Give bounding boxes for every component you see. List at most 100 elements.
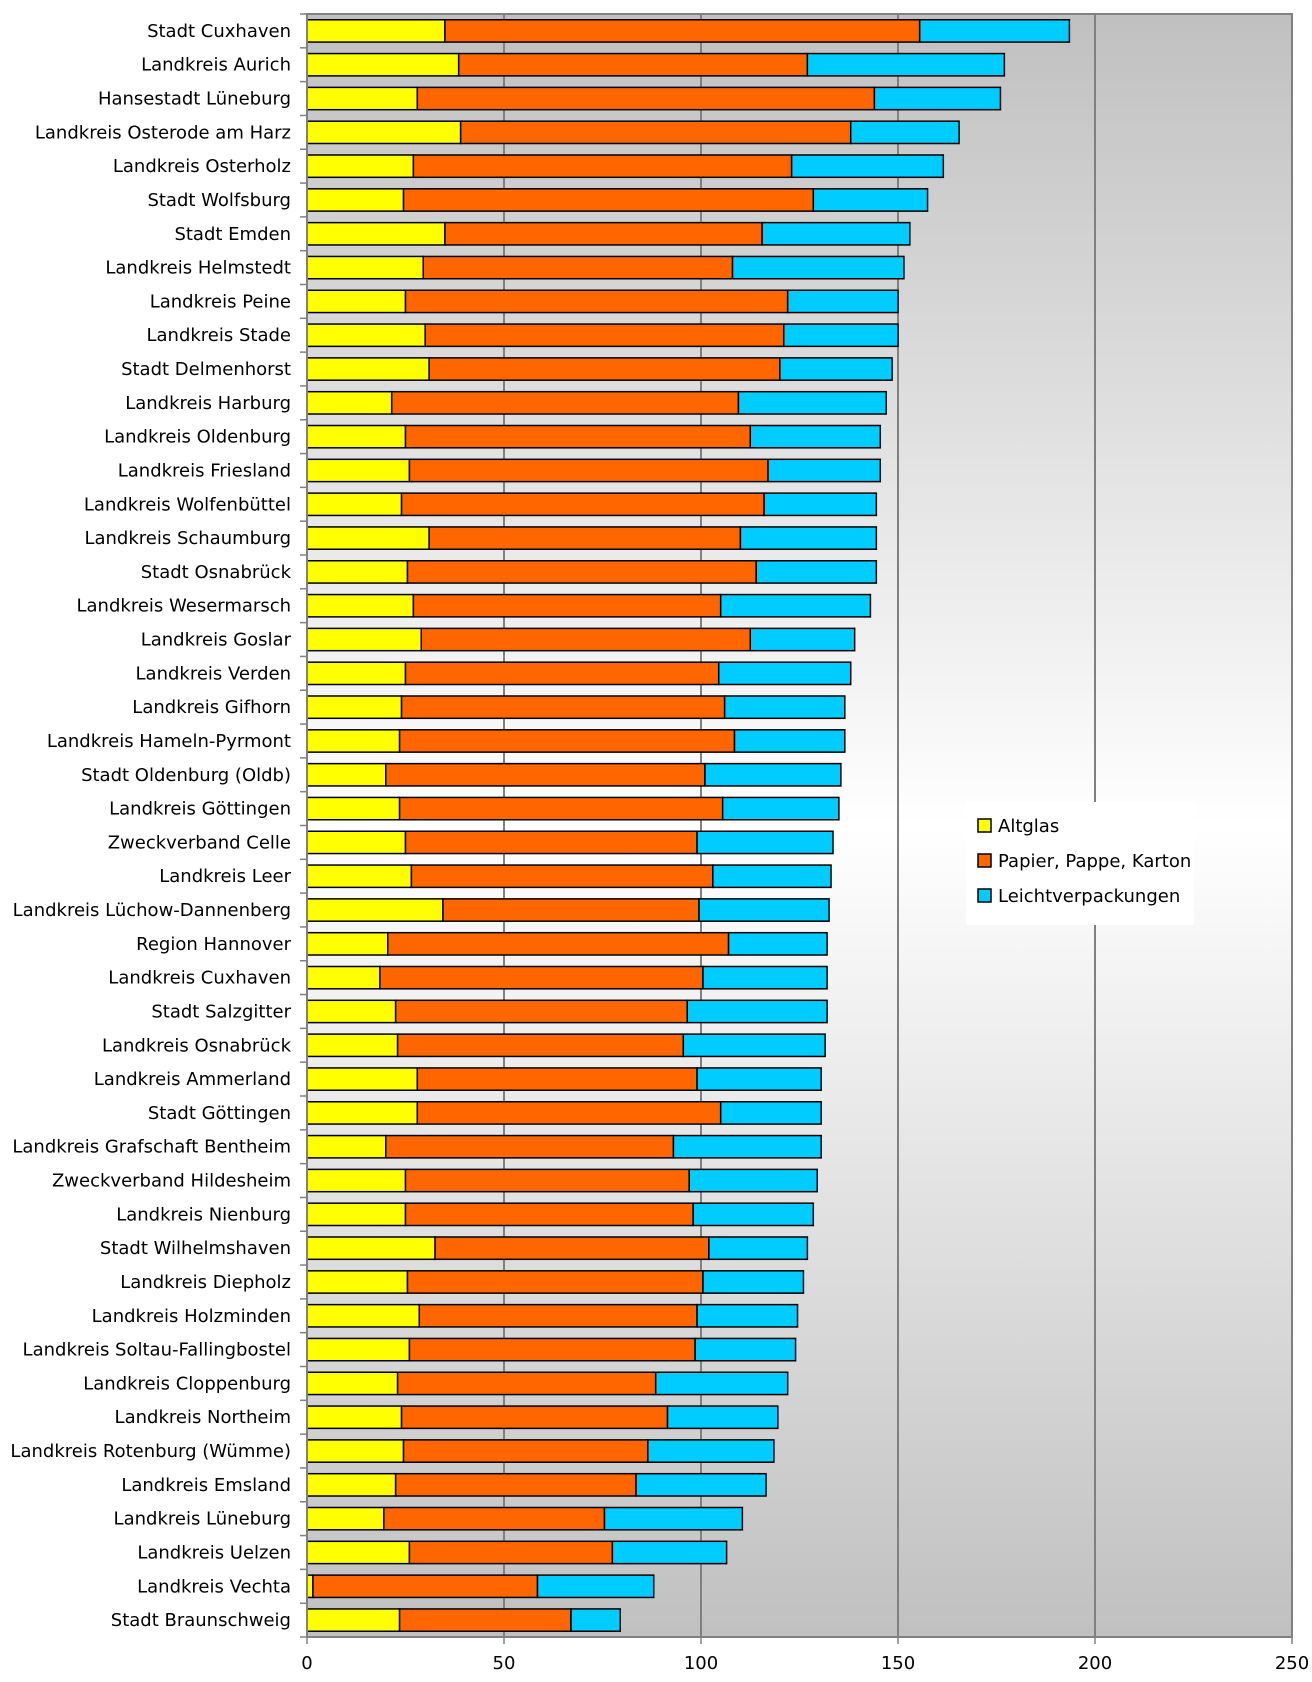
bar-segment <box>702 965 828 990</box>
bar-segment <box>719 1100 822 1125</box>
category-label: Landkreis Peine <box>150 291 291 312</box>
bar-segment <box>444 221 763 246</box>
bar-segment <box>306 52 460 77</box>
bar-segment <box>394 999 688 1024</box>
legend-swatch <box>977 818 992 833</box>
category-label: Landkreis Göttingen <box>109 799 291 820</box>
bar-segment <box>306 1303 421 1328</box>
bar-segment <box>398 1608 572 1633</box>
bar-segment <box>727 931 828 956</box>
bar-segment <box>717 661 852 686</box>
bar-segment <box>398 729 736 753</box>
bar-segment <box>396 1033 685 1058</box>
bar-segment <box>428 526 742 551</box>
category-label: Stadt Osnabrück <box>141 562 292 583</box>
category-label: Zweckverband Hildesheim <box>52 1171 291 1192</box>
bar-segment <box>379 965 704 990</box>
legend-label: Altglas <box>998 816 1059 837</box>
bar-segment <box>410 864 714 889</box>
bar-segment <box>422 255 734 280</box>
bar-segment <box>404 1202 694 1227</box>
bar-segment <box>387 931 730 956</box>
category-label: Landkreis Harburg <box>125 393 291 414</box>
bar-segment <box>812 188 929 212</box>
category-label: Landkreis Osterode am Harz <box>35 122 291 143</box>
bar-segment <box>390 390 740 415</box>
bar-segment <box>702 1270 805 1294</box>
category-label: Stadt Salzgitter <box>151 1001 291 1022</box>
bar-segment <box>459 120 852 145</box>
category-label: Landkreis Holzminden <box>92 1306 291 1327</box>
bar-segment <box>749 424 882 449</box>
category-label: Zweckverband Celle <box>108 832 291 853</box>
bar-segment <box>396 1371 657 1396</box>
category-label: Landkreis Cuxhaven <box>108 968 291 989</box>
category-label: Stadt Cuxhaven <box>147 21 291 42</box>
bar-segment <box>434 1236 710 1261</box>
category-label: Stadt Göttingen <box>148 1103 291 1124</box>
bar-segment <box>696 830 834 855</box>
category-label: Landkreis Northeim <box>115 1407 291 1428</box>
category-label: Landkreis Friesland <box>118 460 291 481</box>
category-label: Landkreis Lüchow-Dannenberg <box>13 900 291 921</box>
bar-segment <box>306 255 424 280</box>
category-label: Stadt Braunschweig <box>111 1610 291 1631</box>
bar-segment <box>408 458 769 483</box>
bar-segment <box>737 390 887 415</box>
bar-segment <box>306 661 407 686</box>
category-label: Landkreis Diepholz <box>120 1272 291 1293</box>
bar-segment <box>385 1134 675 1159</box>
category-label: Landkreis Helmstedt <box>105 258 291 279</box>
bar-segment <box>698 898 830 922</box>
category-label: Stadt Oldenburg (Oldb) <box>81 765 291 786</box>
x-tick-label: 200 <box>1078 1653 1112 1674</box>
category-label: Landkreis Goslar <box>141 630 292 651</box>
bar-segment <box>306 1270 409 1294</box>
bar-segment <box>416 1100 722 1125</box>
category-label: Landkreis Lüneburg <box>114 1509 291 1530</box>
bar-segment <box>739 526 878 551</box>
bar-segment <box>306 898 444 922</box>
category-label: Landkreis Vechta <box>137 1576 291 1597</box>
bar-segment <box>721 796 840 821</box>
bar-segment <box>400 1405 669 1430</box>
bar-segment <box>779 357 893 381</box>
bar-segment <box>408 1337 696 1362</box>
bar-segment <box>806 52 1006 77</box>
bar-segment <box>406 559 757 584</box>
bar-segment <box>306 390 393 415</box>
bar-segment <box>306 1202 407 1227</box>
bar-segment <box>404 424 751 449</box>
bar-segment <box>306 86 419 111</box>
bar-segment <box>306 221 446 246</box>
bar-segment <box>696 1303 799 1328</box>
bar-segment <box>306 492 403 517</box>
bar-segment <box>306 1439 405 1463</box>
bars <box>306 18 1071 1633</box>
bar-segment <box>400 695 726 720</box>
legend-swatch <box>977 853 992 868</box>
bar-segment <box>786 289 899 314</box>
category-label: Landkreis Oldenburg <box>104 427 291 448</box>
bar-segment <box>692 1202 815 1227</box>
bar-segment <box>457 52 809 77</box>
bar-segment <box>306 1100 419 1125</box>
bar-segment <box>424 323 785 348</box>
bar-segment <box>404 830 698 855</box>
bar-segment <box>306 1236 436 1261</box>
bar-segment <box>761 221 911 246</box>
bar-segment <box>654 1371 789 1396</box>
axes <box>300 13 1293 1644</box>
bar-segment <box>306 154 415 179</box>
bar-segment <box>306 120 462 145</box>
bar-segment <box>611 1540 728 1565</box>
bar-segment <box>672 1134 822 1159</box>
bar-segment <box>412 593 722 618</box>
bar-segment <box>733 729 846 753</box>
bar-segment <box>420 627 751 652</box>
x-tick-label: 50 <box>493 1653 516 1674</box>
category-label: Stadt Emden <box>174 224 291 245</box>
category-label: Landkreis Uelzen <box>137 1542 291 1563</box>
bar-segment <box>306 188 405 212</box>
category-label: Hansestadt Lüneburg <box>98 89 291 110</box>
